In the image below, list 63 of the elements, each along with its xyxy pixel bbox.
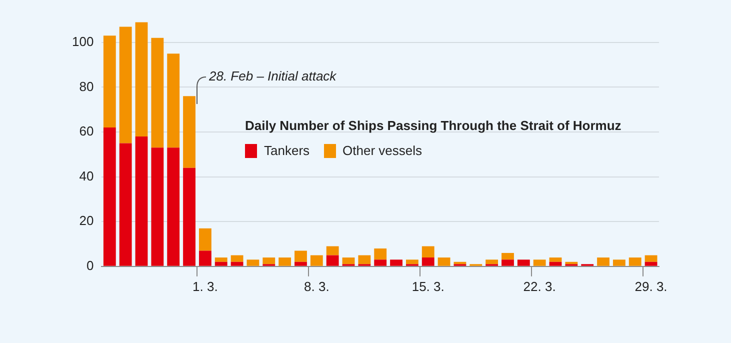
bar xyxy=(294,250,307,262)
bar xyxy=(612,260,626,266)
bar xyxy=(198,228,212,251)
bar xyxy=(326,246,339,256)
legend-label: Other vessels xyxy=(342,143,422,158)
x-tick-label: 22. 3. xyxy=(523,278,556,294)
bar xyxy=(565,262,578,264)
bar xyxy=(151,38,164,148)
bar xyxy=(214,262,228,266)
bar xyxy=(597,257,610,266)
bar xyxy=(358,255,371,264)
bar xyxy=(294,262,307,266)
bar xyxy=(151,148,164,266)
y-tick-label: 40 xyxy=(79,168,94,184)
bar xyxy=(390,260,402,266)
bar xyxy=(502,260,514,266)
bar xyxy=(374,260,387,266)
bar xyxy=(628,257,642,266)
bar xyxy=(517,260,530,266)
annotation: 28. Feb – Initial attack xyxy=(208,68,338,84)
legend-label: Tankers xyxy=(264,143,310,158)
bar xyxy=(262,257,276,264)
bar xyxy=(135,22,148,136)
x-tick-label: 1. 3. xyxy=(192,278,218,294)
bar xyxy=(167,148,180,266)
bar xyxy=(406,260,418,264)
bar xyxy=(549,262,562,266)
bar xyxy=(438,257,450,266)
bar xyxy=(422,257,434,266)
bar xyxy=(119,143,132,266)
bar xyxy=(230,262,244,266)
bar xyxy=(103,36,116,128)
bar xyxy=(486,260,498,264)
bar xyxy=(183,96,196,168)
bar xyxy=(135,136,148,266)
bar xyxy=(326,255,339,266)
bar xyxy=(103,128,116,266)
bar xyxy=(533,260,546,266)
bar xyxy=(502,252,514,260)
bar xyxy=(374,248,387,260)
bar xyxy=(422,246,434,258)
bar xyxy=(230,255,244,262)
bar xyxy=(278,257,292,266)
bar xyxy=(342,257,355,264)
x-tick-label: 15. 3. xyxy=(412,278,444,294)
y-tick-label: 80 xyxy=(79,78,94,94)
bar xyxy=(644,262,658,266)
y-tick-label: 100 xyxy=(72,34,94,49)
y-tick-label: 60 xyxy=(79,124,94,139)
bar xyxy=(549,257,562,262)
text: Daily Number of Ships Passing Through the Strait of Hormuz xyxy=(245,118,622,133)
y-tick-label: 0 xyxy=(86,258,94,273)
bar xyxy=(119,26,132,144)
bar xyxy=(644,255,658,262)
bar xyxy=(183,168,196,266)
x-tick-label: 29. 3. xyxy=(634,278,668,294)
x-tick-label: 8. 3. xyxy=(304,278,330,294)
bar xyxy=(198,250,212,266)
y-tick-label: 20 xyxy=(79,213,94,228)
bar xyxy=(246,260,260,266)
bar xyxy=(214,257,228,262)
bar xyxy=(167,54,180,148)
bar xyxy=(310,255,323,266)
